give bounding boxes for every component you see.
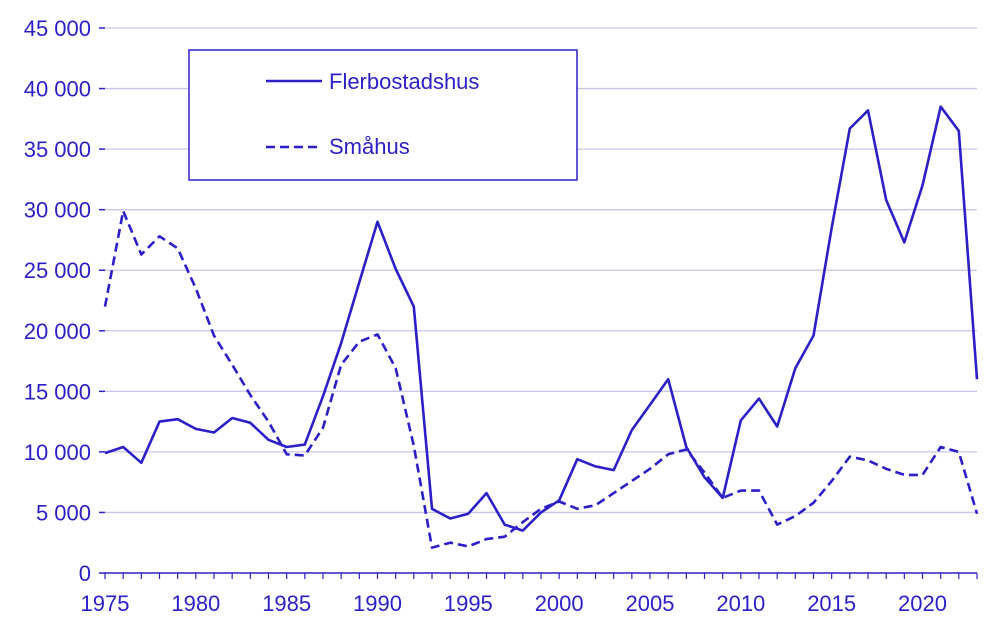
- x-tick-label: 2015: [807, 591, 856, 616]
- x-tick-label: 1990: [353, 591, 402, 616]
- legend-box: [188, 49, 578, 181]
- legend-label-flerbostadshus: Flerbostadshus: [329, 69, 479, 94]
- series-lines: [103, 105, 979, 549]
- y-tick-label: 35 000: [24, 137, 91, 162]
- series-line-flerbostadshus: [104, 105, 979, 532]
- y-tick-label: 5 000: [36, 500, 91, 525]
- x-tick-label: 1980: [171, 591, 220, 616]
- x-tick-label: 2000: [535, 591, 584, 616]
- y-tick-label: 45 000: [24, 16, 91, 41]
- x-tick-label: 2020: [898, 591, 947, 616]
- x-tick-label: 1985: [262, 591, 311, 616]
- y-tick-label: 30 000: [24, 198, 91, 223]
- y-tick-label: 20 000: [24, 319, 91, 344]
- legend: Flerbostadshus Småhus: [188, 49, 578, 181]
- y-tick-label: 15 000: [24, 379, 91, 404]
- y-tick-label: 25 000: [24, 258, 91, 283]
- y-tick-label: 10 000: [24, 440, 91, 465]
- y-tick-label: 0: [79, 561, 91, 586]
- legend-label-smahus: Småhus: [329, 134, 410, 159]
- y-tick-label: 40 000: [24, 77, 91, 102]
- x-tick-label: 1975: [81, 591, 130, 616]
- x-tick-label: 2010: [716, 591, 765, 616]
- axes: 0 5 000 10 000 15 000 20 000 25 000 30 000 35 0…: [24, 16, 978, 616]
- series-line-smahus: [103, 209, 979, 549]
- x-tick-label: 1995: [444, 591, 493, 616]
- x-tick-label: 2005: [626, 591, 675, 616]
